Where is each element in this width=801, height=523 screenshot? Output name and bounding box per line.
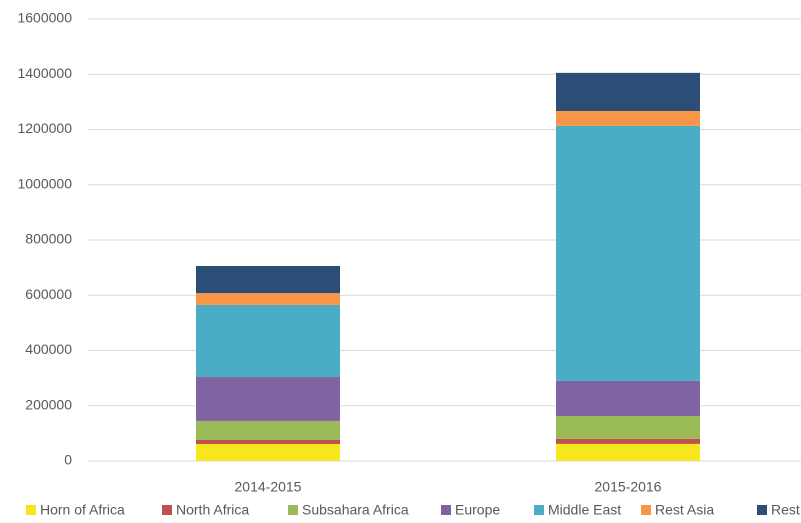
legend-label: Subsahara Africa	[302, 502, 409, 518]
bar-segment	[556, 72, 700, 111]
y-tick-label: 800000	[25, 231, 72, 247]
y-tick-label: 0	[64, 452, 72, 468]
bar-segment	[556, 110, 700, 126]
bar-segment	[556, 380, 700, 416]
bar-segment	[196, 440, 340, 445]
bar-segment	[196, 444, 340, 461]
legend-label: Rest Asia	[655, 502, 714, 518]
legend-swatch	[162, 505, 172, 515]
legend-label: Middle East	[548, 502, 621, 518]
bar-segment	[556, 438, 700, 444]
x-tick-label: 2014-2015	[235, 479, 302, 495]
bar-segment	[196, 304, 340, 378]
bar-segment	[196, 265, 340, 294]
legend-swatch	[441, 505, 451, 515]
legend-swatch	[757, 505, 767, 515]
bar-segment	[196, 420, 340, 441]
legend-swatch	[26, 505, 36, 515]
y-tick-label: 600000	[25, 286, 72, 302]
legend-swatch	[641, 505, 651, 515]
legend-label: Rest	[771, 502, 800, 518]
bar-segment	[196, 293, 340, 305]
legend-label: North Africa	[176, 502, 249, 518]
bar-segment	[556, 415, 700, 439]
bar-segment	[556, 125, 700, 381]
bar-segment	[196, 377, 340, 421]
y-tick-label: 1600000	[17, 10, 72, 26]
y-tick-label: 1400000	[17, 65, 72, 81]
legend-swatch	[534, 505, 544, 515]
legend-label: Europe	[455, 502, 500, 518]
bar-segment	[556, 443, 700, 461]
legend-swatch	[288, 505, 298, 515]
y-tick-label: 200000	[25, 396, 72, 412]
y-tick-label: 400000	[25, 341, 72, 357]
x-tick-label: 2015-2016	[595, 479, 662, 495]
y-tick-label: 1000000	[17, 175, 72, 191]
legend-label: Horn of Africa	[40, 502, 125, 518]
y-tick-label: 1200000	[17, 120, 72, 136]
